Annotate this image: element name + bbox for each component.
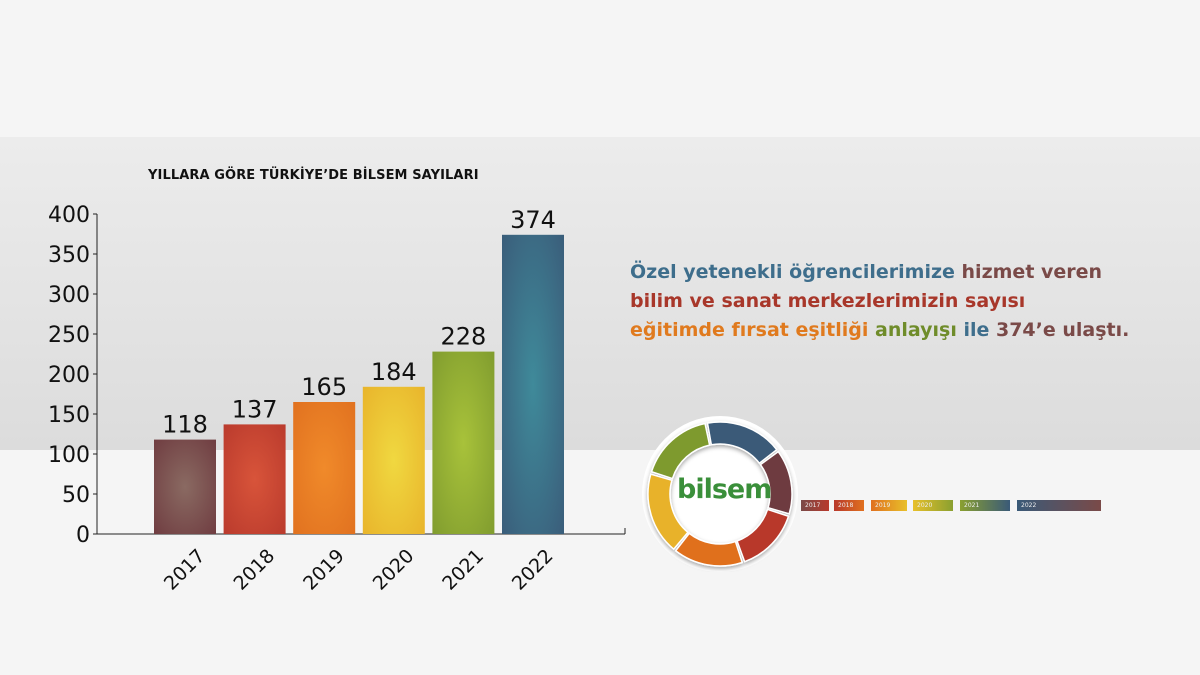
y-tick-label: 150 xyxy=(48,403,90,428)
logo-ring-segment xyxy=(647,473,689,551)
legend-item-2017: 2017 xyxy=(801,500,829,511)
data-label: 165 xyxy=(301,373,347,401)
bilsem-logo-ring xyxy=(642,416,798,572)
logo-wordmark: bilsem xyxy=(677,474,772,505)
y-tick-label: 200 xyxy=(48,363,90,388)
logo-ring-segment xyxy=(650,422,711,480)
logo-ring-segment xyxy=(674,532,744,567)
headline-part: hizmet veren xyxy=(961,261,1103,283)
bar-2020 xyxy=(362,386,425,534)
bar-2022 xyxy=(502,234,564,535)
x-tick-label: 2021 xyxy=(438,545,488,595)
x-tick-label: 2020 xyxy=(369,545,419,595)
legend-item-2018: 2018 xyxy=(834,500,864,511)
y-tick-label: 0 xyxy=(76,523,90,548)
bar-2018 xyxy=(223,424,286,534)
legend-item-2021: 2021 xyxy=(960,500,1010,511)
y-tick-label: 350 xyxy=(48,243,90,268)
headline-part: eğitimde fırsat eşitliği xyxy=(630,319,876,341)
y-tick-label: 300 xyxy=(48,283,90,308)
y-tick-label: 100 xyxy=(48,443,90,468)
y-tick-label: 50 xyxy=(62,483,90,508)
headline: Özel yetenekli öğrencilerimize hizmet ve… xyxy=(630,258,1190,345)
headline-part: 374’e ulaştı. xyxy=(995,319,1130,341)
headline-part: bilim ve sanat merkezlerimizin sayısı xyxy=(630,290,1026,312)
x-tick-label: 2018 xyxy=(229,545,279,595)
y-tick-label: 400 xyxy=(48,203,90,228)
y-tick-label: 250 xyxy=(48,323,90,348)
data-label: 137 xyxy=(232,395,278,423)
x-tick-label: 2022 xyxy=(508,545,558,595)
headline-part: Özel yetenekli öğrencilerimize xyxy=(630,261,962,283)
headline-part: anlayışı xyxy=(875,319,964,341)
x-tick-label: 2019 xyxy=(299,545,349,595)
data-label: 118 xyxy=(162,411,208,439)
bar-2019 xyxy=(293,402,356,534)
data-label: 184 xyxy=(371,358,417,386)
chart-title: YILLARA GÖRE TÜRKİYE’DE BİLSEM SAYILARI xyxy=(148,168,479,183)
logo-ring-segment xyxy=(706,421,778,465)
bar-2021 xyxy=(432,351,495,534)
background-band xyxy=(0,137,1200,450)
logo-ring-segment xyxy=(759,450,793,515)
logo-ring-segment xyxy=(736,508,790,563)
bar-2017 xyxy=(154,439,216,534)
data-label: 228 xyxy=(440,323,486,351)
headline-part: ile xyxy=(963,319,996,341)
legend-item-2019: 2019 xyxy=(871,500,907,511)
x-tick-label: 2017 xyxy=(160,545,210,595)
legend-item-2020: 2020 xyxy=(913,500,953,511)
legend-item-2022: 2022 xyxy=(1017,500,1101,511)
data-label: 374 xyxy=(510,206,556,234)
